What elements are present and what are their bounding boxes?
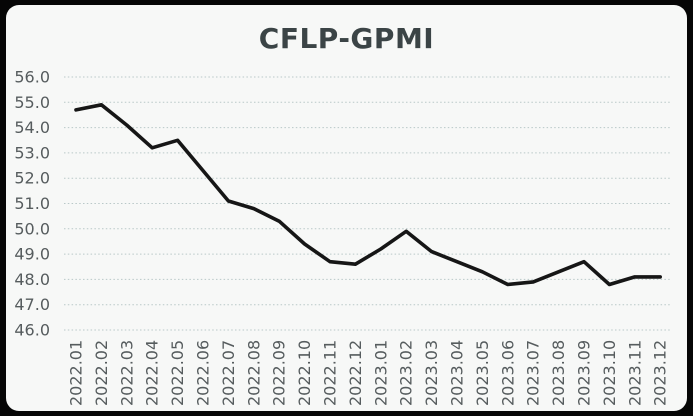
x-tick-label: 2022.01 bbox=[67, 340, 86, 406]
y-tick-label: 46.0 bbox=[14, 321, 50, 340]
x-tick-label: 2022.08 bbox=[244, 340, 263, 406]
x-tick-label: 2022.06 bbox=[194, 340, 213, 406]
x-tick-label: 2023.12 bbox=[651, 340, 670, 406]
chart-panel bbox=[6, 5, 687, 411]
data-series-line bbox=[74, 103, 663, 287]
y-tick-label: 50.0 bbox=[14, 219, 50, 238]
x-tick-label: 2022.05 bbox=[168, 340, 187, 406]
x-tick-label: 2023.05 bbox=[473, 340, 492, 406]
y-tick-label: 53.0 bbox=[14, 143, 50, 162]
y-tick-label: 56.0 bbox=[14, 68, 50, 87]
x-tick-label: 2022.04 bbox=[143, 340, 162, 406]
x-tick-label: 2022.11 bbox=[321, 340, 340, 406]
y-tick-label: 55.0 bbox=[14, 93, 50, 112]
x-tick-label: 2023.03 bbox=[422, 340, 441, 406]
x-tick-label: 2023.07 bbox=[524, 340, 543, 406]
x-tick-label: 2023.11 bbox=[625, 340, 644, 406]
chart-title: CFLP-GPMI bbox=[258, 22, 435, 55]
x-tick-label: 2023.06 bbox=[498, 340, 517, 406]
x-tick-label: 2023.09 bbox=[575, 340, 594, 406]
y-tick-label: 52.0 bbox=[14, 169, 50, 188]
x-tick-label: 2022.02 bbox=[92, 340, 111, 406]
x-tick-label: 2023.08 bbox=[549, 340, 568, 406]
x-tick-label: 2023.04 bbox=[448, 340, 467, 406]
x-tick-label: 2022.12 bbox=[346, 340, 365, 406]
y-tick-label: 48.0 bbox=[14, 270, 50, 289]
x-tick-label: 2023.02 bbox=[397, 340, 416, 406]
y-tick-label: 51.0 bbox=[14, 194, 50, 213]
x-tick-label: 2022.03 bbox=[117, 340, 136, 406]
x-tick-label: 2023.01 bbox=[371, 340, 390, 406]
x-tick-label: 2022.09 bbox=[270, 340, 289, 406]
y-tick-label: 47.0 bbox=[14, 295, 50, 314]
x-tick-label: 2023.10 bbox=[600, 340, 619, 406]
x-tick-label: 2022.07 bbox=[219, 340, 238, 406]
y-tick-label: 49.0 bbox=[14, 245, 50, 264]
x-tick-label: 2022.10 bbox=[295, 340, 314, 406]
y-tick-label: 54.0 bbox=[14, 118, 50, 137]
